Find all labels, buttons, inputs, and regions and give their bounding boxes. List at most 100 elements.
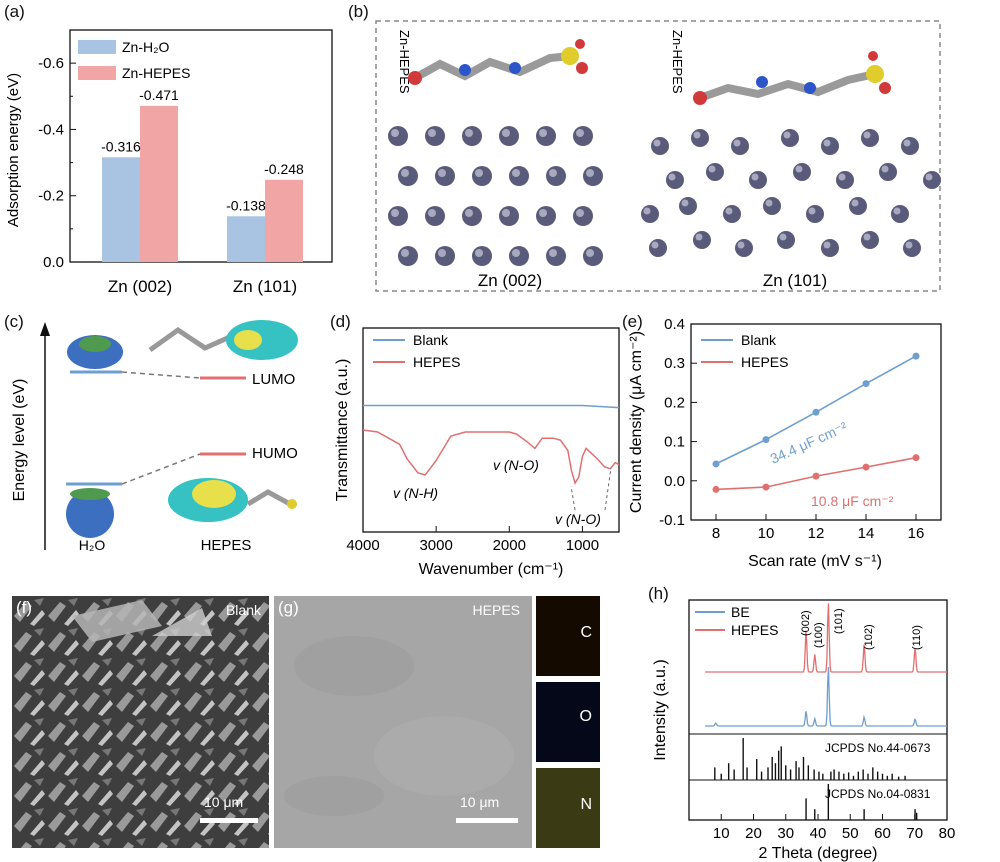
zn-atom-highlight [808,207,816,215]
panel-g-label: (g) [278,598,299,617]
y-tick-label-e: -0.1 [659,512,685,529]
y-tick-label-a: -0.2 [38,188,64,205]
zn-atom [536,206,556,226]
zn-atom-highlight [881,165,889,173]
zn-atom [499,126,519,146]
zn-atom [806,205,824,223]
zn-atom [763,197,781,215]
peak-label-100: (100) [813,622,825,648]
zn-atom [435,246,455,266]
hepes-lumo-orbital [148,320,298,360]
data-point-hepes [862,463,870,471]
sem-image-blank: (f) Blank 10 μm [12,596,269,848]
annotation-no-2: v (N-O) [555,511,601,527]
zn-atom-highlight [823,139,831,147]
chart-a-frame [69,29,333,263]
hepes-homo-orbital [168,478,297,522]
scale-label-blank: 10 μm [204,794,244,810]
zn-atom [821,239,839,257]
zn-atom [573,206,593,226]
legend-label-hepes-h: HEPES [731,622,778,638]
zn-atom-highlight [502,129,510,137]
h2o-label: H₂O [79,537,106,553]
zn-atom-highlight [681,199,689,207]
eds-label-c: C [580,624,592,641]
sem-blank-texture [12,596,269,848]
zn-atom [821,137,839,155]
zn-atom [777,231,795,249]
reference-lines-44-0673 [714,738,906,780]
zn-atom-highlight [391,129,399,137]
zn-atom [388,126,408,146]
chart-d-frame [362,327,620,533]
zn-atom-highlight [725,207,733,215]
energy-level-diagram: Energy level (eV) LUMO HUMO H₂O HEPES [11,320,298,554]
zn-atom-highlight [838,173,846,181]
x-tick-label-e: 16 [908,525,925,542]
mol-label-right: Zn-HEPES [670,30,685,94]
zn-atom-highlight [651,241,659,249]
chart-e-series [712,352,920,493]
zn-atom-highlight [783,131,791,139]
scale-label-hepes: 10 μm [460,794,500,810]
zn-atom-highlight [893,207,901,215]
x-tick-label-e: 12 [808,525,825,542]
panel-b-label: (b) [348,2,369,21]
eds-label-n: N [580,796,592,813]
y-tick-label-e: 0.4 [664,318,685,333]
y-tick-label-e: 0.2 [664,394,685,411]
zn-atom-highlight [576,129,584,137]
sem-title-blank: Blank [225,602,261,618]
x-tick-label-h: 20 [745,825,762,842]
legend-swatch-hepes [78,66,116,80]
data-point-hepes [812,472,820,480]
chart-a-bars [102,105,303,262]
zn-atom-highlight [708,165,716,173]
bar-h2o-0 [102,157,140,262]
annotation-no-1: v (N-O) [493,457,539,473]
zn-atom-highlight [863,233,871,241]
zn-atom [723,205,741,223]
zn-atom-highlight [549,169,557,177]
zn-atom-highlight [737,241,745,249]
sem-image-hepes: (g) HEPES 10 μm [274,596,532,848]
zn-atom [651,137,669,155]
zn-atom [546,246,566,266]
zn-atom-highlight [512,169,520,177]
capacitance-chart: 8 10 12 14 16 -0.1 0.0 0.1 0.2 0.3 0.4 Blank HEPES… [628,318,942,570]
homo-label: HUMO [252,445,298,462]
zn-atom [879,163,897,181]
y-tick-label-a: -0.6 [38,55,64,72]
zn-atom [849,197,867,215]
zn-atom [398,246,418,266]
y-tick-label-a: -0.4 [38,121,64,138]
zn-atom [509,246,529,266]
zn-atom-highlight [391,209,399,217]
zn-atom-highlight [925,173,933,181]
chart-a-data-labels: -0.316 -0.138 -0.471 -0.248 [101,87,304,213]
y-axis-label-e: Current density (μA cm⁻²) [628,331,645,513]
x-tick-label-h: 60 [874,825,891,842]
data-point-blank [912,352,920,360]
panel-c-label: (c) [4,312,24,331]
zn-atom [666,171,684,189]
panel-b-frame [375,20,941,292]
scale-bar-blank [200,818,258,823]
zn-atom [891,205,909,223]
h2o-homo-orbital [66,488,114,538]
surface-label-002: Zn (002) [478,271,542,290]
zn-atom-highlight [695,233,703,241]
series-line-hepes-xrd [705,603,947,673]
hepes-label: HEPES [201,537,252,554]
data-label-bar: -0.138 [226,197,266,213]
ref-label-04-0831: JCPDS No.04-0831 [825,787,931,801]
y-tick-label-a: 0.0 [43,254,64,271]
data-label-bar: -0.248 [264,161,304,177]
energy-axis-arrow [40,322,50,336]
sem-title-hepes: HEPES [472,602,520,618]
x-tick-label-h: 40 [810,825,827,842]
zn-atom-highlight [475,169,483,177]
y-tick-label-e: 0.0 [664,473,685,490]
data-point-hepes [762,483,770,491]
h2o-lumo-orbital [67,335,123,369]
